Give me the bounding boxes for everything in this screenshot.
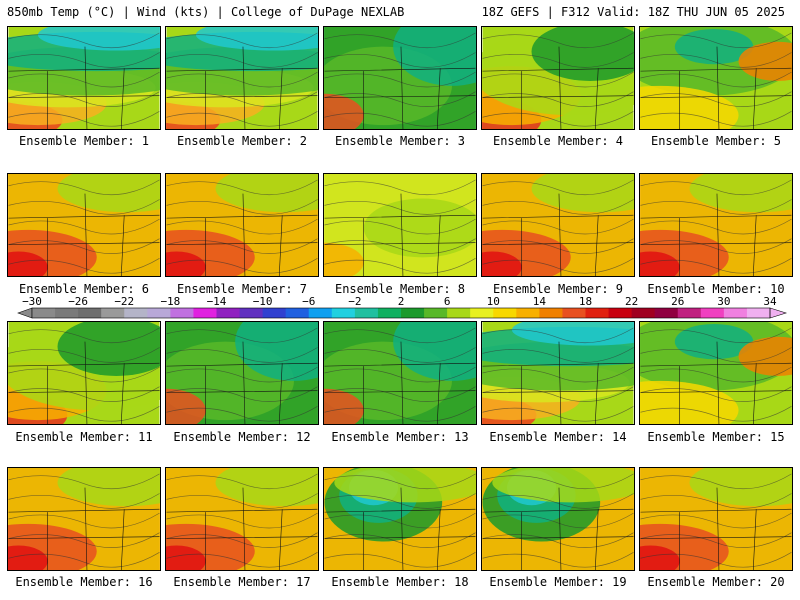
model-run-info: 18Z GEFS | F312 Valid: 18Z THU JUN 05 20… (481, 5, 785, 19)
colorbar-tick-label: 30 (717, 295, 730, 308)
ensemble-member-10-map (639, 173, 793, 277)
colorbar-swatch (493, 308, 517, 318)
colorbar-swatch (170, 308, 194, 318)
colorbar-swatch (631, 308, 656, 318)
colorbar-swatch (124, 308, 148, 318)
ensemble-member-7-map (165, 173, 319, 277)
ensemble-member-4-map (481, 26, 635, 130)
colorbar-swatch (723, 308, 748, 318)
ensemble-member-label: Ensemble Member: 12 (173, 430, 311, 444)
colorbar-swatch (608, 308, 633, 318)
colorbar-swatch (377, 308, 402, 318)
colorbar-tick-label: 10 (487, 295, 500, 308)
colorbar-swatch (216, 308, 241, 318)
ensemble-member-label: Ensemble Member: 17 (173, 575, 311, 589)
colorbar-swatch (101, 308, 125, 318)
ensemble-member-19-map (481, 467, 635, 571)
ensemble-member-label: Ensemble Member: 11 (15, 430, 153, 444)
colorbar-swatch (308, 308, 333, 318)
colorbar-tick-label: −22 (114, 295, 134, 308)
ensemble-member-label: Ensemble Member: 9 (492, 282, 624, 296)
ensemble-member-label: Ensemble Member: 20 (647, 575, 785, 589)
colorbar-swatch (424, 308, 448, 318)
ensemble-member-1-map (7, 26, 161, 130)
ensemble-member-label: Ensemble Member: 4 (492, 134, 624, 148)
colorbar-swatch (516, 308, 540, 318)
ensemble-member-11-map (7, 321, 161, 425)
colorbar-tick-label: −30 (22, 295, 42, 308)
colorbar-tick-label: 26 (671, 295, 684, 308)
colorbar-swatch (239, 308, 264, 318)
colorbar-tick-label: 2 (398, 295, 405, 308)
ensemble-member-label: Ensemble Member: 3 (334, 134, 466, 148)
colorbar-swatch (78, 308, 102, 318)
ensemble-member-label: Ensemble Member: 1 (18, 134, 150, 148)
colorbar-swatch (401, 308, 425, 318)
colorbar-swatch (262, 308, 287, 318)
colorbar-swatch (285, 308, 310, 318)
ensemble-member-label: Ensemble Member: 8 (334, 282, 466, 296)
ensemble-member-label: Ensemble Member: 6 (18, 282, 150, 296)
colorbar-tick-label: −10 (253, 295, 273, 308)
ensemble-member-13-map (323, 321, 477, 425)
colorbar-tick-label: −6 (302, 295, 315, 308)
colorbar-tick-label: −26 (68, 295, 88, 308)
ensemble-member-label: Ensemble Member: 16 (15, 575, 153, 589)
ensemble-member-label: Ensemble Member: 15 (647, 430, 785, 444)
ensemble-member-label: Ensemble Member: 7 (176, 282, 308, 296)
colorbar-swatch (147, 308, 171, 318)
ensemble-member-20-map (639, 467, 793, 571)
colorbar-swatch (654, 308, 679, 318)
ensemble-member-8-map (323, 173, 477, 277)
colorbar-swatch (700, 308, 725, 318)
ensemble-member-14-map (481, 321, 635, 425)
colorbar-swatch (354, 308, 379, 318)
ensemble-member-label: Ensemble Member: 19 (489, 575, 627, 589)
colorbar-tick-label: −2 (348, 295, 361, 308)
colorbar-tick-label: 14 (533, 295, 547, 308)
chart-title: 850mb Temp (°C) | Wind (kts) | College o… (7, 5, 405, 19)
colorbar-swatch (585, 308, 610, 318)
ensemble-member-label: Ensemble Member: 14 (489, 430, 627, 444)
colorbar-swatch (539, 308, 563, 318)
colorbar-tick-label: 18 (579, 295, 592, 308)
ensemble-member-label: Ensemble Member: 10 (647, 282, 785, 296)
colorbar-swatch (331, 308, 356, 318)
colorbar-swatch (746, 308, 771, 318)
ensemble-member-17-map (165, 467, 319, 571)
colorbar-tick-label: 6 (444, 295, 451, 308)
colorbar-swatch (677, 308, 702, 318)
ensemble-member-label: Ensemble Member: 18 (331, 575, 469, 589)
ensemble-member-18-map (323, 467, 477, 571)
colorbar-tick-label: −14 (207, 295, 227, 308)
ensemble-member-label: Ensemble Member: 5 (650, 134, 782, 148)
ensemble-member-6-map (7, 173, 161, 277)
colorbar-swatch (55, 308, 79, 318)
colorbar-swatch (447, 308, 471, 318)
colorbar-swatch (562, 308, 586, 318)
colorbar-swatch (32, 308, 56, 318)
ensemble-member-12-map (165, 321, 319, 425)
ensemble-member-16-map (7, 467, 161, 571)
temperature-colorbar: −30−26−22−18−14−10−6−2261014182226303438… (17, 295, 788, 319)
colorbar-max-arrow (769, 307, 788, 319)
colorbar-min-arrow (17, 307, 33, 319)
ensemble-member-3-map (323, 26, 477, 130)
ensemble-member-label: Ensemble Member: 13 (331, 430, 469, 444)
colorbar-tick-label: 34 (763, 295, 777, 308)
colorbar-tick-label: −18 (160, 295, 180, 308)
ensemble-member-2-map (165, 26, 319, 130)
ensemble-member-label: Ensemble Member: 2 (176, 134, 308, 148)
ensemble-member-15-map (639, 321, 793, 425)
ensemble-member-9-map (481, 173, 635, 277)
colorbar-tick-label: 22 (625, 295, 638, 308)
colorbar-swatch (470, 308, 494, 318)
ensemble-member-5-map (639, 26, 793, 130)
colorbar-swatch (193, 308, 217, 318)
